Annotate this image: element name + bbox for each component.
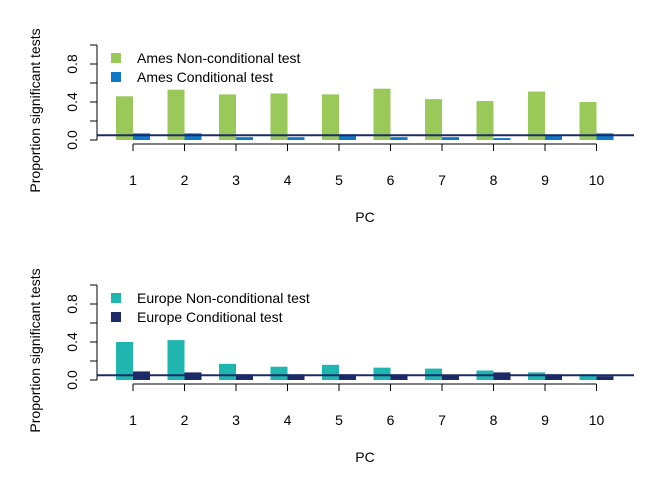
- bar-ames-conditional-test: [545, 135, 562, 140]
- legend-swatch: [111, 53, 121, 63]
- legend-swatch: [111, 312, 121, 322]
- bar-ames-conditional-test: [184, 133, 202, 140]
- x-tick-label: 5: [335, 172, 343, 188]
- bar-europe-non-conditional-test: [116, 342, 133, 380]
- bar-ames-conditional-test: [236, 137, 253, 140]
- bar-ames-non-conditional-test: [373, 88, 391, 140]
- x-tick-label: 10: [589, 172, 605, 188]
- x-tick-label: 3: [232, 172, 240, 188]
- bar-europe-conditional-test: [287, 374, 305, 380]
- bar-ames-conditional-test: [339, 134, 356, 140]
- chart-panel-1: 0.0 0.4 0.8 Proportion significant tests 1 2 3…: [27, 28, 634, 225]
- bar-ames-conditional-test: [442, 137, 459, 140]
- x-tick-label: 9: [541, 172, 549, 188]
- x-tick-label: 3: [232, 412, 240, 428]
- bar-europe-conditional-test: [596, 376, 614, 380]
- x-tick-label: 2: [181, 172, 189, 188]
- bar-ames-non-conditional-test: [579, 102, 597, 140]
- bar-ames-non-conditional-test: [476, 101, 494, 140]
- legend-label: Ames Conditional test: [137, 69, 273, 85]
- bar-ames-conditional-test: [493, 138, 511, 140]
- bar-europe-non-conditional-test: [322, 364, 339, 380]
- legend-label: Europe Conditional test: [137, 309, 283, 325]
- y-tick-label: 0.0: [64, 370, 80, 390]
- bar-europe-conditional-test: [545, 374, 562, 380]
- y-axis-label: Proportion significant tests: [27, 28, 43, 192]
- y-axis-label: Proportion significant tests: [27, 268, 43, 432]
- x-tick-label: 1: [129, 172, 137, 188]
- y-tick-label: 0.4: [64, 92, 80, 112]
- bar-ames-non-conditional-test: [167, 89, 185, 140]
- bar-ames-conditional-test: [390, 137, 408, 140]
- bar-europe-non-conditional-test: [270, 366, 288, 380]
- bar-ames-conditional-test: [287, 137, 305, 140]
- x-axis-label: PC: [355, 449, 374, 465]
- y-tick-label: 0.0: [64, 130, 80, 150]
- bar-europe-non-conditional-test: [579, 374, 597, 380]
- y-tick-label: 0.8: [64, 54, 80, 74]
- legend-label: Ames Non-conditional test: [137, 50, 301, 66]
- bar-ames-non-conditional-test: [270, 93, 288, 140]
- y-tick-label: 0.8: [64, 294, 80, 314]
- x-tick-label: 9: [541, 412, 549, 428]
- x-tick-label: 7: [438, 412, 446, 428]
- x-tick-label: 2: [181, 412, 189, 428]
- bar-europe-non-conditional-test: [373, 367, 391, 380]
- bar-europe-conditional-test: [442, 375, 459, 380]
- x-tick-label: 8: [490, 172, 498, 188]
- bar-europe-non-conditional-test: [167, 340, 185, 380]
- x-axis-label: PC: [355, 209, 374, 225]
- bar-ames-non-conditional-test: [425, 99, 442, 140]
- bar-ames-conditional-test: [133, 133, 150, 140]
- bar-europe-conditional-test: [339, 374, 356, 380]
- x-tick-label: 7: [438, 172, 446, 188]
- x-tick-label: 10: [589, 412, 605, 428]
- chart-panel-2: 0.0 0.4 0.8 Proportion significant tests 1 2 3…: [27, 268, 634, 465]
- x-tick-label: 8: [490, 412, 498, 428]
- legend-swatch: [111, 72, 121, 82]
- x-tick-label: 6: [387, 412, 395, 428]
- bar-europe-non-conditional-test: [219, 363, 236, 380]
- bar-ames-conditional-test: [596, 133, 614, 140]
- x-tick-label: 6: [387, 172, 395, 188]
- y-tick-label: 0.4: [64, 332, 80, 352]
- x-tick-label: 1: [129, 412, 137, 428]
- x-tick-label: 5: [335, 412, 343, 428]
- bar-europe-conditional-test: [390, 374, 408, 380]
- bar-ames-non-conditional-test: [322, 94, 339, 140]
- bar-europe-conditional-test: [236, 374, 253, 380]
- bar-ames-non-conditional-test: [219, 94, 236, 140]
- legend-label: Europe Non-conditional test: [137, 290, 310, 306]
- bar-ames-non-conditional-test: [116, 96, 133, 140]
- x-tick-label: 4: [284, 172, 292, 188]
- bar-ames-non-conditional-test: [528, 91, 545, 140]
- legend-swatch: [111, 293, 121, 303]
- x-tick-label: 4: [284, 412, 292, 428]
